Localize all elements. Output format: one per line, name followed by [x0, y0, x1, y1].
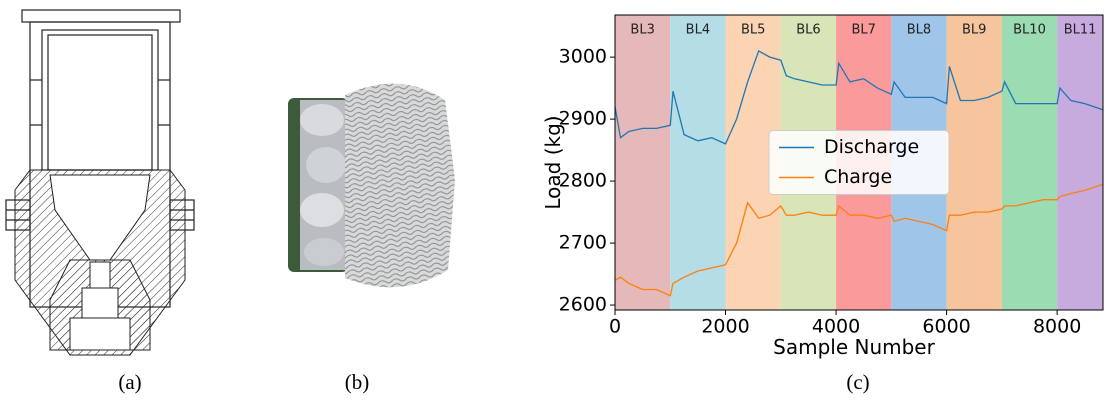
- caption: (a): [118, 370, 141, 394]
- x-tick-label: 2000: [701, 316, 749, 338]
- line-chart: BL3 BL4 BL5 BL6 BL7 BL8 BL9 BL10 BL11 2600 2700 280…: [541, 15, 1103, 359]
- x-tick-label: 8000: [1033, 316, 1081, 338]
- y-axis-label: Load (kg): [541, 115, 565, 209]
- region-label: BL9: [962, 23, 986, 38]
- region: [670, 15, 725, 310]
- region-label: BL10: [1013, 23, 1046, 38]
- region: [1002, 15, 1057, 310]
- region: [947, 15, 1002, 310]
- region-label: BL8: [907, 23, 931, 38]
- y-tick-label: 3000: [559, 46, 607, 68]
- nozzle-drawing: [6, 10, 194, 355]
- legend-label: Charge: [824, 166, 892, 188]
- y-tick-label: 2600: [559, 294, 607, 316]
- region-label: BL3: [630, 23, 654, 38]
- legend-label: Discharge: [824, 136, 919, 158]
- y-tick-label: 2700: [559, 232, 607, 254]
- region: [615, 15, 670, 310]
- brush-photo: [288, 84, 455, 288]
- y-tick-label: 2800: [559, 170, 607, 192]
- x-axis-label: Sample Number: [773, 335, 935, 359]
- region: [1057, 15, 1103, 310]
- legend: Discharge Charge: [769, 131, 949, 195]
- region-label: BL7: [851, 23, 875, 38]
- region-label: BL5: [741, 23, 765, 38]
- region-label: BL4: [686, 23, 710, 38]
- figure: (a) (b) (c) BL3 BL4 BL5 BL6 BL7 BL8 BL9 BL10 BL1…: [0, 0, 1105, 403]
- caption: (b): [345, 370, 370, 394]
- x-tick-label: 0: [609, 316, 621, 338]
- caption: (c): [846, 370, 869, 394]
- region-label: BL6: [796, 23, 820, 38]
- y-tick-label: 2900: [559, 108, 607, 130]
- region-label: BL11: [1064, 23, 1097, 38]
